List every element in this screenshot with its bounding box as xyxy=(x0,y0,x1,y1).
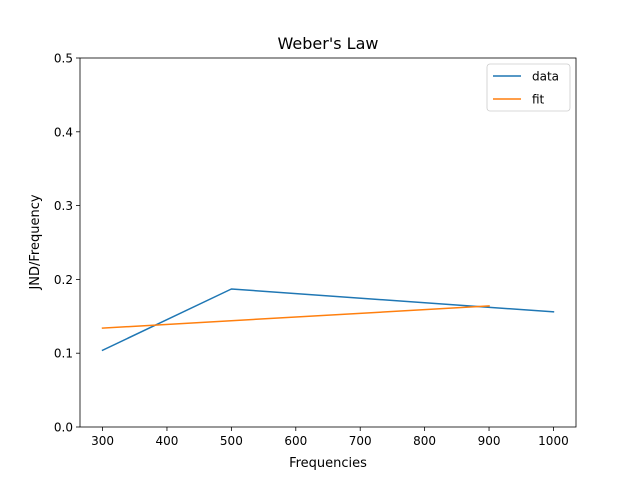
axes: 300 400 500 600 700 800 900 1000 0.0 0.1 0.2 0.3 0.4… xyxy=(54,52,577,448)
x-tick-label: 600 xyxy=(284,434,307,448)
x-axis-label: Frequencies xyxy=(289,456,367,471)
x-tick-label: 500 xyxy=(220,434,243,448)
legend-label-fit: fit xyxy=(532,93,545,107)
y-tick-label: 0.5 xyxy=(54,52,73,66)
series-line-data xyxy=(101,288,555,352)
y-tick-label: 0.2 xyxy=(54,273,73,287)
legend: data fit xyxy=(486,63,571,112)
x-tick-label: 900 xyxy=(478,434,501,448)
y-tick-label: 0.1 xyxy=(54,347,73,361)
axes-frame xyxy=(79,57,577,428)
series-line-fit xyxy=(101,305,490,329)
x-tick-label: 400 xyxy=(156,434,179,448)
y-axis-label: JND/Frequency xyxy=(28,194,43,290)
x-tick-label: 800 xyxy=(413,434,436,448)
x-tick-label: 1000 xyxy=(538,434,569,448)
y-tick-label: 0.3 xyxy=(54,199,73,213)
legend-label-data: data xyxy=(532,70,559,84)
chart-title: Weber's Law xyxy=(278,34,379,53)
y-tick-label: 0.4 xyxy=(54,125,73,139)
x-tick-label: 700 xyxy=(349,434,372,448)
y-tick-label: 0.0 xyxy=(54,421,73,435)
plot-area xyxy=(101,288,555,352)
x-tick-label: 300 xyxy=(91,434,114,448)
